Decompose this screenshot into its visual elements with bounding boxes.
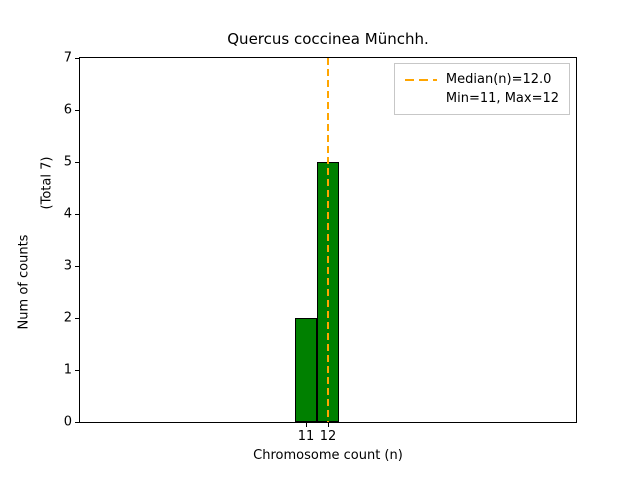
legend-row-minmax: Min=11, Max=12 xyxy=(405,89,559,108)
y-tick-label-7: 7 xyxy=(63,50,72,66)
legend-entry-minmax: Min=11, Max=12 xyxy=(445,91,559,106)
median-dashed-line-swatch xyxy=(404,78,437,81)
y-tick-label-1: 1 xyxy=(63,362,72,378)
y-tick-label-5: 5 xyxy=(63,154,72,170)
x-tick-mark-12 xyxy=(328,423,329,427)
chart-title: Quercus coccinea Münchh. xyxy=(227,30,429,48)
median-line xyxy=(327,58,329,422)
y-axis-label: Num of counts xyxy=(16,234,32,330)
x-axis-label: Chromosome count (n) xyxy=(253,448,403,463)
y-tick-mark-4 xyxy=(75,214,79,215)
legend-row-median: Median(n)=12.0 xyxy=(404,70,559,89)
x-tick-mark-11 xyxy=(306,423,307,427)
y-tick-mark-3 xyxy=(75,266,79,267)
y-tick-label-4: 4 xyxy=(63,206,72,222)
y-tick-label-3: 3 xyxy=(63,258,72,274)
y-tick-label-0: 0 xyxy=(63,414,72,430)
y-tick-label-2: 2 xyxy=(63,310,72,326)
x-tick-label-12: 12 xyxy=(319,429,337,444)
y-tick-mark-5 xyxy=(75,162,79,163)
y-tick-mark-7 xyxy=(75,58,79,59)
legend-entry-median: Median(n)=12.0 xyxy=(445,72,552,87)
y-tick-mark-1 xyxy=(75,370,79,371)
x-tick-label-11: 11 xyxy=(297,429,315,444)
y-tick-mark-0 xyxy=(75,422,79,423)
bar-11 xyxy=(295,318,317,422)
y-tick-mark-6 xyxy=(75,110,79,111)
y-tick-mark-2 xyxy=(75,318,79,319)
legend-swatch-spacer xyxy=(405,98,437,100)
legend: Median(n)=12.0 Min=11, Max=12 xyxy=(393,63,570,115)
y-tick-label-6: 6 xyxy=(63,102,72,118)
plot-area: Median(n)=12.0 Min=11, Max=12 xyxy=(79,57,577,423)
